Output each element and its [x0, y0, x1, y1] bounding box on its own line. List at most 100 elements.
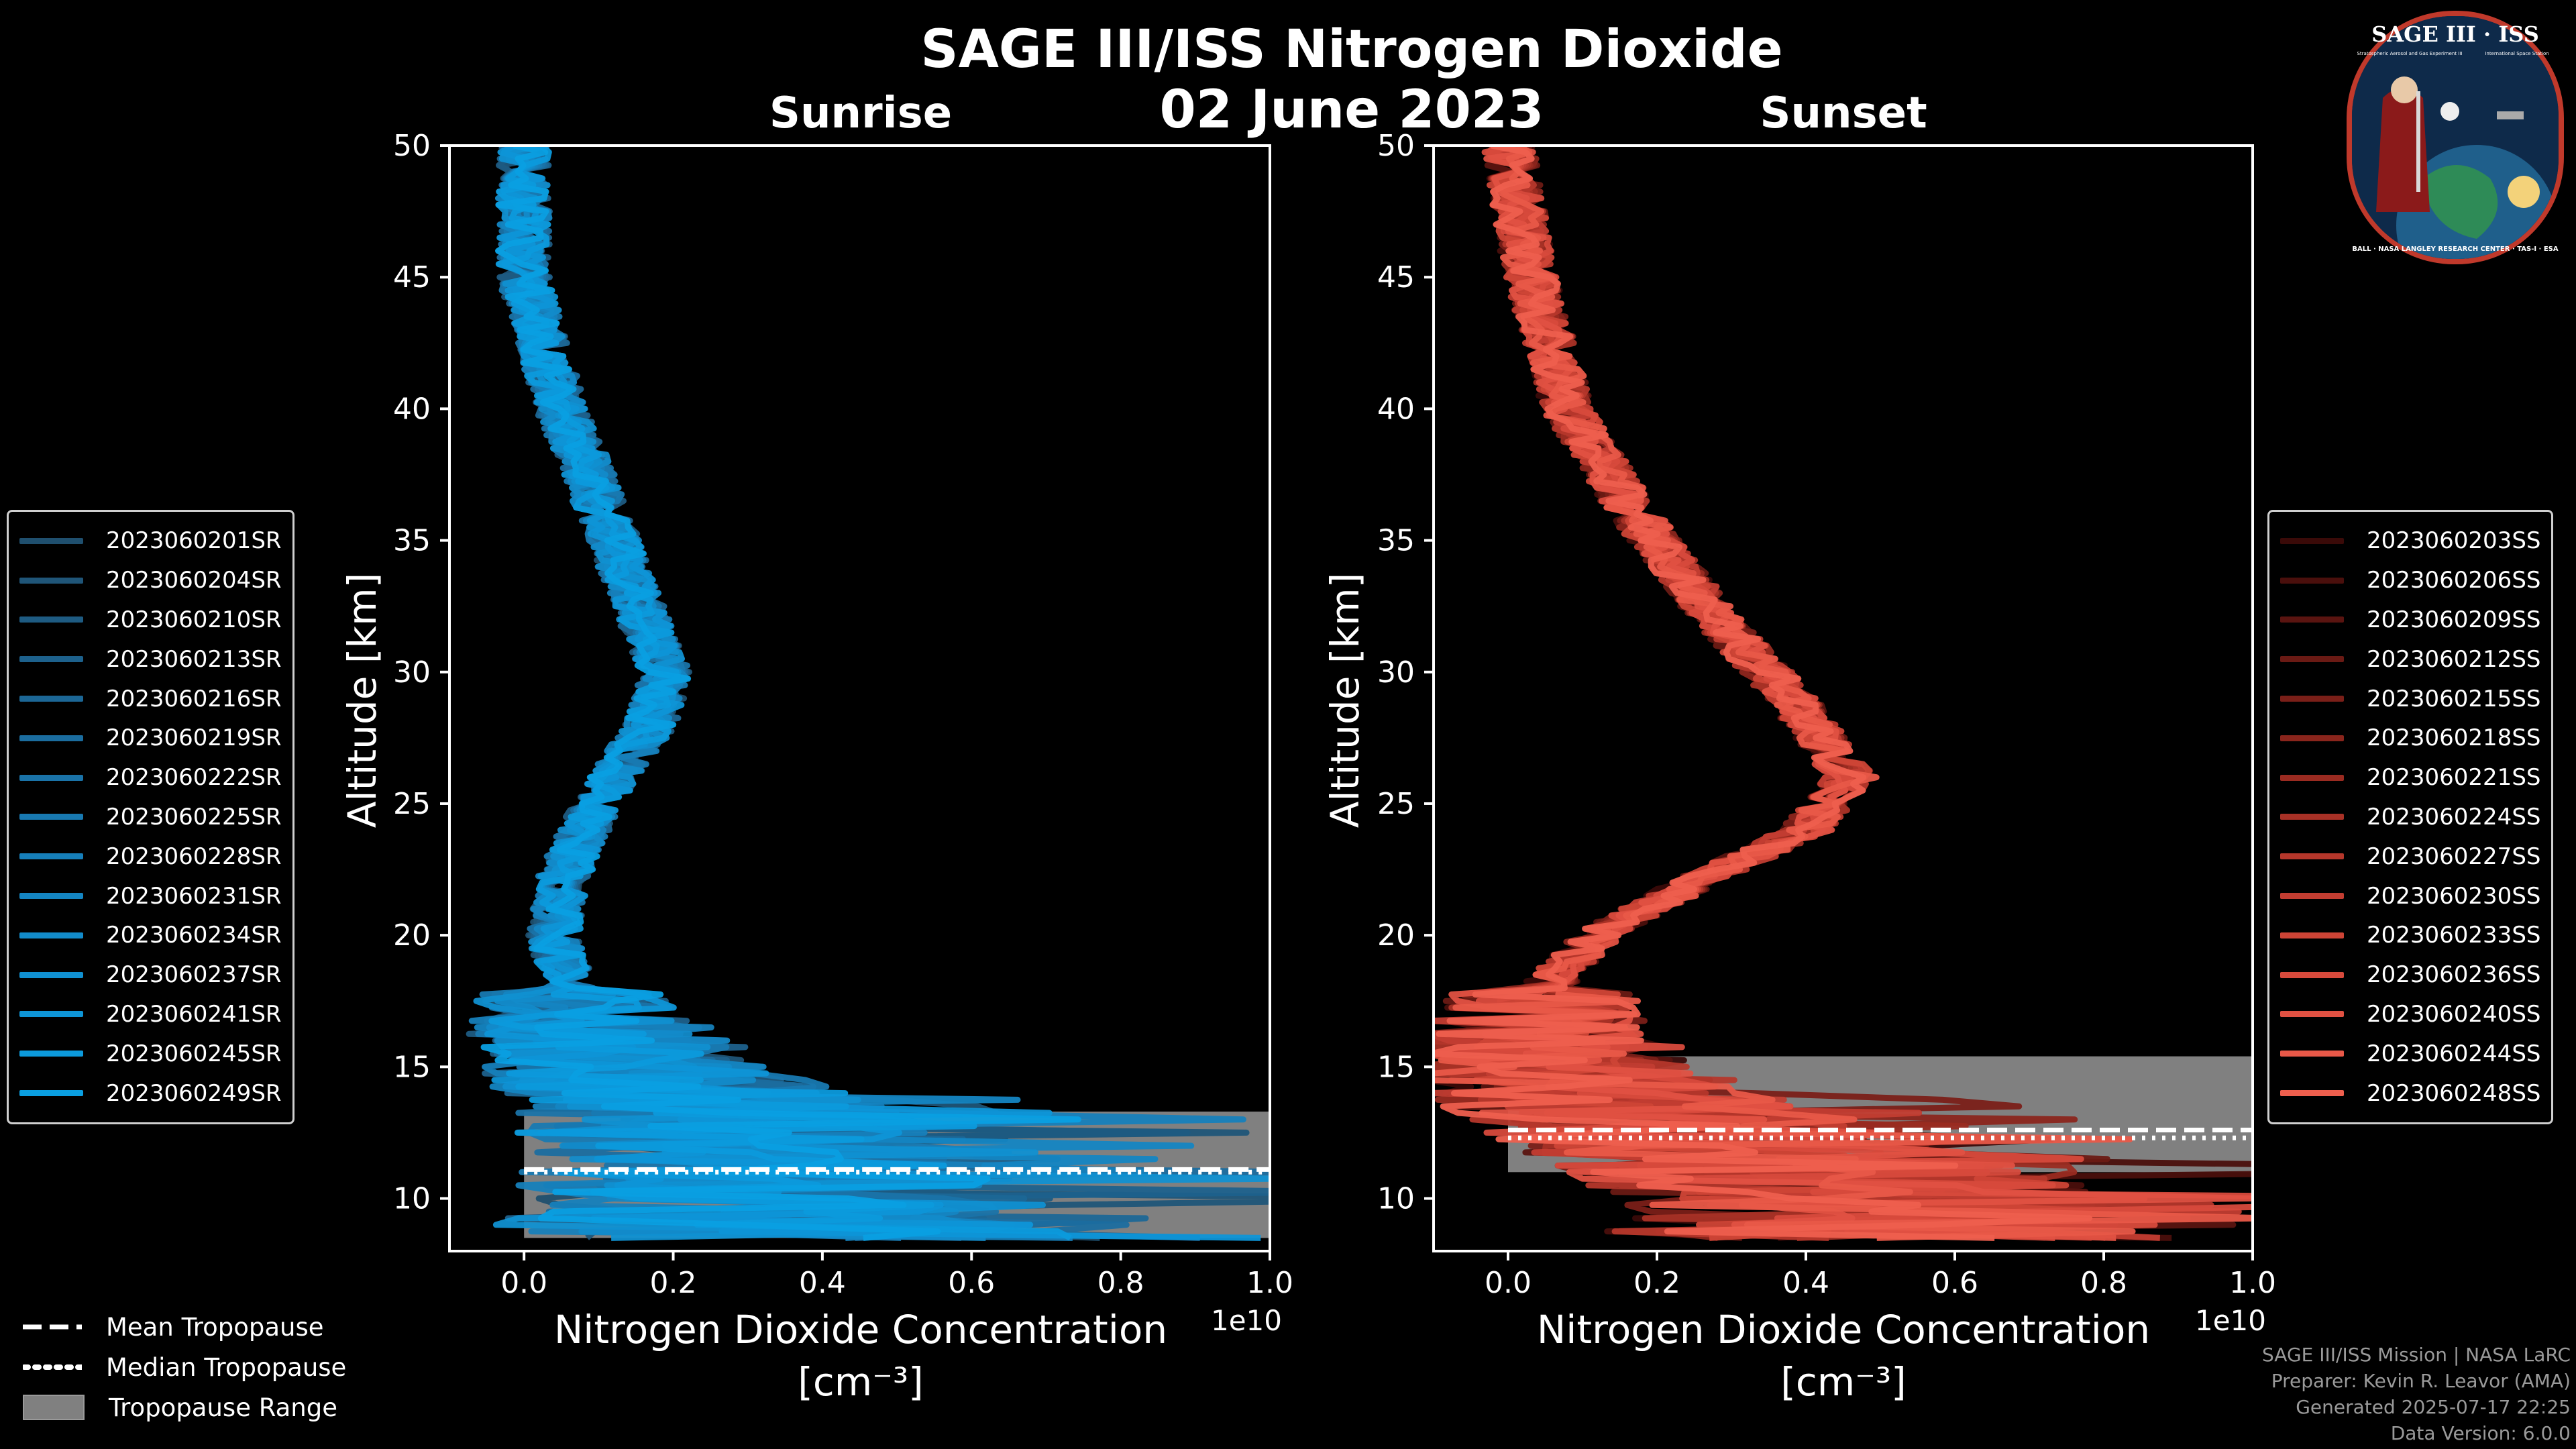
y-tick-label: 15: [393, 1050, 431, 1084]
y-tick-label: 30: [1377, 655, 1415, 690]
legend-entry: 2023060240SS: [2280, 995, 2540, 1034]
x-tick-label: 0.8: [1097, 1266, 1144, 1300]
x-tick-label: 0.4: [799, 1266, 846, 1300]
legend-entry: 2023060241SR: [19, 995, 282, 1034]
gray-patch-icon: [23, 1395, 85, 1420]
legend-label: 2023060209SS: [2367, 606, 2541, 633]
legend-label: 2023060230SS: [2367, 882, 2541, 910]
legend-line-swatch: [19, 971, 83, 978]
profile-line-2023060249SR: [480, 146, 1081, 1241]
figure-title: SAGE III/ISS Nitrogen Dioxide: [920, 19, 1782, 80]
legend-label: 2023060222SR: [106, 764, 282, 792]
sunset-xunit: [cm⁻³]: [1780, 1359, 1907, 1405]
y-tick-label: 20: [393, 918, 431, 953]
legend-entry: 2023060228SR: [19, 837, 282, 876]
legend-entry: 2023060222SR: [19, 758, 282, 798]
sage-iii-iss-logo: SAGE III · ISS Stratospheric Aerosol and…: [2347, 11, 2564, 264]
legend-entry: 2023060209SS: [2280, 600, 2540, 640]
sunset-panel: Sunset Altitude [km] Nitrogen Dioxide Co…: [1322, 89, 2276, 1405]
legend-label: 2023060240SS: [2367, 1000, 2541, 1028]
credits-generated: Generated 2025-07-17 22:25: [2296, 1396, 2571, 1418]
legend-line-swatch: [2280, 696, 2344, 702]
legend-line-swatch: [19, 853, 83, 860]
y-tick-label: 45: [1377, 260, 1415, 294]
y-tick-label: 40: [1377, 392, 1415, 426]
profile-line-2023060244SS: [1434, 146, 2253, 1241]
legend-line-swatch: [2280, 616, 2344, 623]
y-tick-label: 25: [393, 787, 431, 821]
legend-entry: 2023060244SS: [2280, 1034, 2540, 1073]
plot-frame: [448, 144, 1271, 1252]
sunrise-xlabel: Nitrogen Dioxide Concentration: [554, 1307, 1167, 1352]
x-tick-label: 0.8: [2080, 1266, 2127, 1300]
x-tick-label: 0.6: [948, 1266, 995, 1300]
legend-line-swatch: [19, 774, 83, 781]
legend-entry: 2023060215SS: [2280, 679, 2540, 718]
y-tick-label: 40: [393, 392, 431, 426]
legend-line-swatch: [19, 616, 83, 623]
legend-label: 2023060236SS: [2367, 961, 2541, 989]
legend-label: 2023060228SR: [106, 843, 282, 870]
logo-sub-left: Stratospheric Aerosol and Gas Experiment…: [2357, 51, 2462, 56]
sunset-xlabel: Nitrogen Dioxide Concentration: [1537, 1307, 2150, 1352]
legend-line-swatch: [2280, 814, 2344, 820]
x-tick-label: 0.0: [500, 1266, 547, 1300]
legend-line-swatch: [2280, 893, 2344, 900]
legend-label: 2023060233SS: [2367, 922, 2541, 949]
legend-label: 2023060244SS: [2367, 1040, 2541, 1067]
y-tick-label: 25: [1377, 787, 1415, 821]
legend-line-swatch: [2280, 1090, 2344, 1097]
legend-line-swatch: [19, 696, 83, 702]
tropopause-range-label: Tropopause Range: [109, 1393, 338, 1422]
y-tick-label: 10: [1377, 1182, 1415, 1216]
legend-label: 2023060237SR: [106, 961, 282, 989]
legend-label: 2023060231SR: [106, 882, 282, 910]
legend-line-swatch: [2280, 932, 2344, 938]
legend-label: 2023060248SS: [2367, 1079, 2541, 1107]
dashed-line-icon: [23, 1324, 82, 1330]
legend-line-swatch: [19, 656, 83, 663]
tropopause-legend: Mean Tropopause Median Tropopause Tropop…: [23, 1307, 346, 1428]
legend-line-swatch: [2280, 577, 2344, 584]
legend-entry: 2023060224SS: [2280, 798, 2540, 837]
median-tropopause-label: Median Tropopause: [106, 1352, 347, 1382]
legend-label: 2023060212SS: [2367, 645, 2541, 673]
y-tick-label: 35: [393, 524, 431, 558]
x-tick-label: 1.0: [2229, 1266, 2276, 1300]
tropopause-range-entry: Tropopause Range: [23, 1387, 346, 1428]
legend-label: 2023060224SS: [2367, 803, 2541, 830]
y-tick-label: 20: [1377, 918, 1415, 953]
legend-entry: 2023060249SR: [19, 1073, 282, 1113]
legend-label: 2023060210SR: [106, 606, 282, 633]
figure-date: 02 June 2023: [1160, 80, 1544, 140]
y-tick-label: 10: [393, 1182, 431, 1216]
legend-label: 2023060215SS: [2367, 685, 2541, 712]
legend-line-swatch: [2280, 656, 2344, 663]
legend-label: 2023060204SR: [106, 567, 282, 594]
legend-line-swatch: [2280, 537, 2344, 544]
legend-entry: 2023060201SR: [19, 521, 282, 561]
dotted-line-icon: [23, 1364, 82, 1370]
sunset-ylabel: Altitude [km]: [1322, 573, 1368, 828]
legend-label: 2023060221SS: [2367, 764, 2541, 792]
legend-line-swatch: [19, 537, 83, 544]
x-tick-label: 0.4: [1782, 1266, 1829, 1300]
legend-entry: 2023060233SS: [2280, 916, 2540, 955]
legend-entry: 2023060210SR: [19, 600, 282, 640]
credits: SAGE III/ISS Mission | NASA LaRC Prepare…: [2262, 1342, 2571, 1446]
legend-entry: 2023060225SR: [19, 798, 282, 837]
legend-line-swatch: [19, 814, 83, 820]
legend-label: 2023060245SR: [106, 1040, 282, 1067]
legend-entry: 2023060219SR: [19, 718, 282, 758]
legend-entry: 2023060218SS: [2280, 718, 2540, 758]
mean-tropopause-entry: Mean Tropopause: [23, 1307, 346, 1347]
legend-line-swatch: [19, 577, 83, 584]
legend-line-swatch: [2280, 1011, 2344, 1018]
y-tick-label: 30: [393, 655, 431, 690]
legend-label: 2023060225SR: [106, 803, 282, 830]
legend-line-swatch: [2280, 774, 2344, 781]
legend-entry: 2023060231SR: [19, 876, 282, 916]
x-tick-label: 1.0: [1246, 1266, 1293, 1300]
legend-line-swatch: [2280, 735, 2344, 741]
